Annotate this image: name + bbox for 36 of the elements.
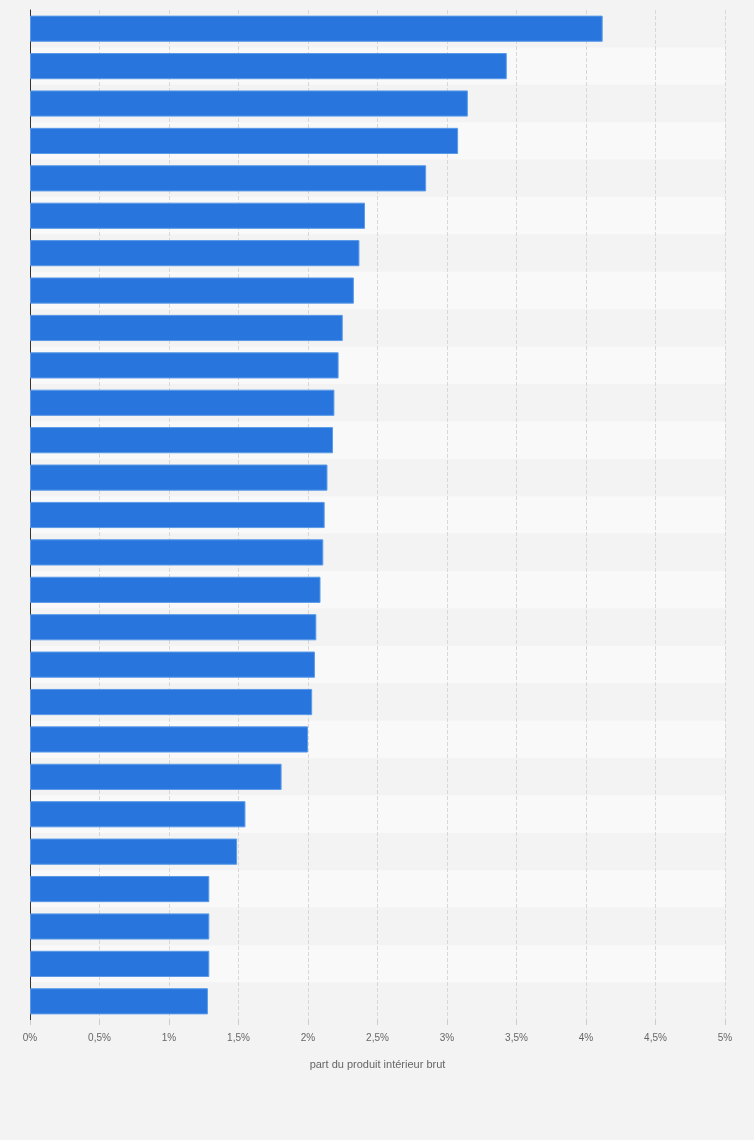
bar (30, 53, 507, 80)
bar (30, 801, 246, 828)
x-tick-label: 4% (578, 1031, 594, 1043)
x-tick-label: 2,5% (366, 1031, 389, 1043)
x-tick-label: 3,5% (505, 1031, 528, 1043)
bar (30, 539, 324, 566)
x-tick-label: 2% (300, 1031, 316, 1043)
bar (30, 763, 282, 790)
x-tick-label: 1,5% (227, 1031, 250, 1043)
bar (30, 352, 339, 379)
x-tick-label: 5% (717, 1031, 733, 1043)
bar (30, 427, 334, 454)
bar (30, 240, 360, 267)
bar (30, 875, 210, 903)
bar (30, 165, 427, 192)
bar (30, 913, 210, 940)
bar (30, 202, 365, 229)
bar (30, 90, 468, 117)
bar (30, 614, 317, 641)
bar (30, 464, 328, 491)
x-tick-label: 3% (439, 1031, 455, 1043)
bar (30, 389, 335, 416)
bar (30, 314, 343, 342)
bar (30, 277, 354, 304)
x-tick-label: 1% (161, 1031, 177, 1043)
bar (30, 838, 238, 865)
x-tick-label: 0% (22, 1031, 38, 1043)
x-tick-label: 0,5% (88, 1031, 111, 1043)
bar (30, 688, 313, 716)
bar (30, 651, 315, 678)
bar (30, 576, 321, 603)
x-tick-label: 4,5% (644, 1031, 667, 1043)
bar (30, 988, 208, 1015)
bar (30, 950, 210, 977)
x-axis-title: part du produit intérieur brut (309, 1057, 446, 1070)
bar (30, 726, 308, 753)
